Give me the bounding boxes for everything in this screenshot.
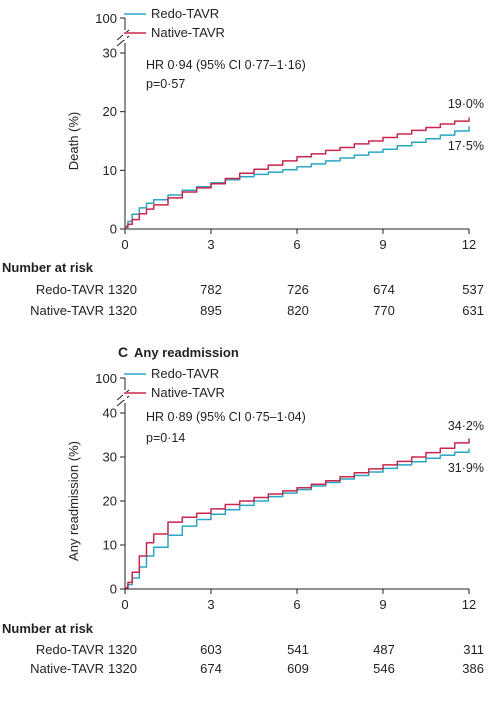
p2-risk-cell: 603 — [200, 642, 222, 657]
p1-hr-annotation: HR 0·94 (95% CI 0·77–1·16) — [146, 58, 306, 72]
p1-risk-table-heading: Number at risk — [2, 260, 94, 275]
p2-legend-label: Native-TAVR — [151, 385, 225, 400]
p1-legend-label: Native-TAVR — [151, 25, 225, 40]
p2-y-axis-title: Any readmission (%) — [66, 441, 81, 561]
p2-y-tick-label: 100 — [95, 371, 117, 386]
p1-risk-cell: 770 — [373, 303, 395, 318]
p2-end-label-native-tavr: 34·2% — [448, 419, 484, 433]
p1-risk-cell: 782 — [200, 282, 222, 297]
p2-x-tick-label: 0 — [121, 597, 128, 612]
p2-end-label-redo-tavr: 31·9% — [448, 461, 484, 475]
p2-series-redo-tavr-line — [125, 448, 470, 589]
p2-risk-cell: 674 — [200, 661, 222, 676]
p1-risk-cell: 820 — [287, 303, 309, 318]
p1-series-redo-tavr-line — [125, 126, 470, 227]
p2-hr-annotation: HR 0·89 (95% CI 0·75–1·04) — [146, 410, 306, 424]
p2-hr-annotation: p=0·14 — [146, 431, 185, 445]
p1-x-tick-label: 9 — [379, 237, 386, 252]
p2-risk-table-heading: Number at risk — [2, 621, 94, 636]
p1-risk-cell: 674 — [373, 282, 395, 297]
p1-risk-row-label: Redo-TAVR — [36, 282, 104, 297]
p2-series-native-tavr-line — [125, 438, 470, 589]
p2-risk-row-label: Redo-TAVR — [36, 642, 104, 657]
p2-panel-title: Any readmission — [134, 345, 239, 360]
p2-x-tick-label: 12 — [462, 597, 476, 612]
p1-risk-cell: 895 — [200, 303, 222, 318]
p2-risk-cell: 487 — [373, 642, 395, 657]
p1-end-label-redo-tavr: 17·5% — [448, 139, 484, 153]
p2-y-tick-label: 10 — [103, 538, 117, 553]
p1-x-tick-label: 0 — [121, 237, 128, 252]
p2-x-tick-label: 3 — [207, 597, 214, 612]
p2-risk-cell: 546 — [373, 661, 395, 676]
p1-end-label-native-tavr: 19·0% — [448, 97, 484, 111]
p2-y-tick-label: 30 — [103, 450, 117, 465]
p2-x-tick-label: 9 — [379, 597, 386, 612]
p1-series-native-tavr-line — [125, 117, 470, 228]
p2-x-tick-label: 6 — [293, 597, 300, 612]
p1-risk-row-label: Native-TAVR — [30, 303, 104, 318]
p2-risk-cell: 386 — [462, 661, 484, 676]
p1-y-tick-label: 0 — [110, 222, 117, 237]
p1-hr-annotation: p=0·57 — [146, 77, 185, 91]
p1-risk-cell: 726 — [287, 282, 309, 297]
p2-risk-cell: 541 — [287, 642, 309, 657]
p1-x-tick-label: 3 — [207, 237, 214, 252]
p1-risk-cell: 537 — [462, 282, 484, 297]
p1-risk-cell: 1320 — [108, 282, 137, 297]
p2-risk-cell: 1320 — [108, 661, 137, 676]
p2-axis-break-gap — [123, 392, 127, 400]
p1-risk-cell: 631 — [462, 303, 484, 318]
p1-y-tick-label: 10 — [103, 163, 117, 178]
p2-panel-letter: C — [118, 344, 128, 360]
p2-legend-label: Redo-TAVR — [151, 366, 219, 381]
p1-y-axis-title: Death (%) — [66, 112, 81, 171]
p1-y-tick-label: 30 — [103, 46, 117, 61]
p2-risk-row-label: Native-TAVR — [30, 661, 104, 676]
p2-y-tick-label: 0 — [110, 582, 117, 597]
p2-risk-cell: 609 — [287, 661, 309, 676]
p1-y-tick-label: 100 — [95, 11, 117, 26]
p1-risk-cell: 1320 — [108, 303, 137, 318]
p2-risk-cell: 311 — [463, 642, 484, 657]
p1-axis-break-gap — [123, 32, 127, 40]
p2-risk-cell: 1320 — [108, 642, 137, 657]
p1-legend-label: Redo-TAVR — [151, 6, 219, 21]
p1-x-tick-label: 6 — [293, 237, 300, 252]
p2-y-tick-label: 40 — [103, 406, 117, 421]
p2-y-tick-label: 20 — [103, 494, 117, 509]
p1-x-tick-label: 12 — [462, 237, 476, 252]
p1-y-tick-label: 20 — [103, 104, 117, 119]
